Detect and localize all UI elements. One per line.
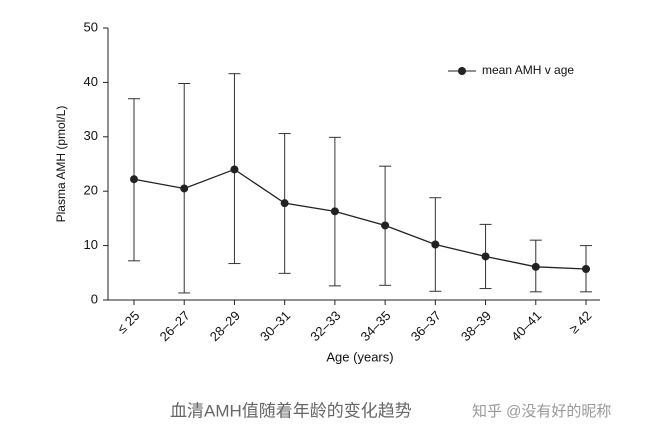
y-tick-label: 20 xyxy=(84,183,98,198)
x-tick-label: 30–31 xyxy=(257,308,293,344)
x-tick-label: ≥ 42 xyxy=(566,308,594,336)
x-tick-label: ≤ 25 xyxy=(114,308,142,336)
point xyxy=(481,252,490,261)
y-tick-label: 0 xyxy=(91,291,98,306)
watermark: 知乎 @没有好的昵称 xyxy=(472,403,611,420)
y-tick-label: 10 xyxy=(84,237,98,252)
x-tick-label: 38–39 xyxy=(458,308,494,344)
line xyxy=(133,168,587,270)
y-axis-label: Plasma AMH (pmol/L) xyxy=(54,106,68,223)
x-tick-label: 28–29 xyxy=(207,308,243,344)
point xyxy=(582,264,590,273)
point xyxy=(130,175,138,184)
x-axis-label: Age (years) xyxy=(326,349,393,364)
y-tick-label: 30 xyxy=(84,128,98,143)
x-tick-label: 40–41 xyxy=(508,308,544,344)
legend-label: mean AMH v age xyxy=(482,63,574,77)
y-tick-label: 50 xyxy=(84,19,98,34)
point xyxy=(180,184,189,193)
legend-marker xyxy=(458,67,466,75)
point xyxy=(330,207,339,216)
point xyxy=(531,262,540,271)
point xyxy=(230,165,239,174)
x-tick-label: 32–33 xyxy=(307,308,343,344)
x-tick-label: 34–35 xyxy=(357,308,393,344)
y-tick-label: 40 xyxy=(84,74,98,89)
x-tick-label: 36–37 xyxy=(408,308,444,344)
point xyxy=(280,199,289,208)
point xyxy=(431,240,440,249)
point xyxy=(381,221,390,230)
caption: 血清AMH值随着年龄的变化趋势 xyxy=(170,401,412,420)
x-tick-label: 26–27 xyxy=(157,308,193,344)
